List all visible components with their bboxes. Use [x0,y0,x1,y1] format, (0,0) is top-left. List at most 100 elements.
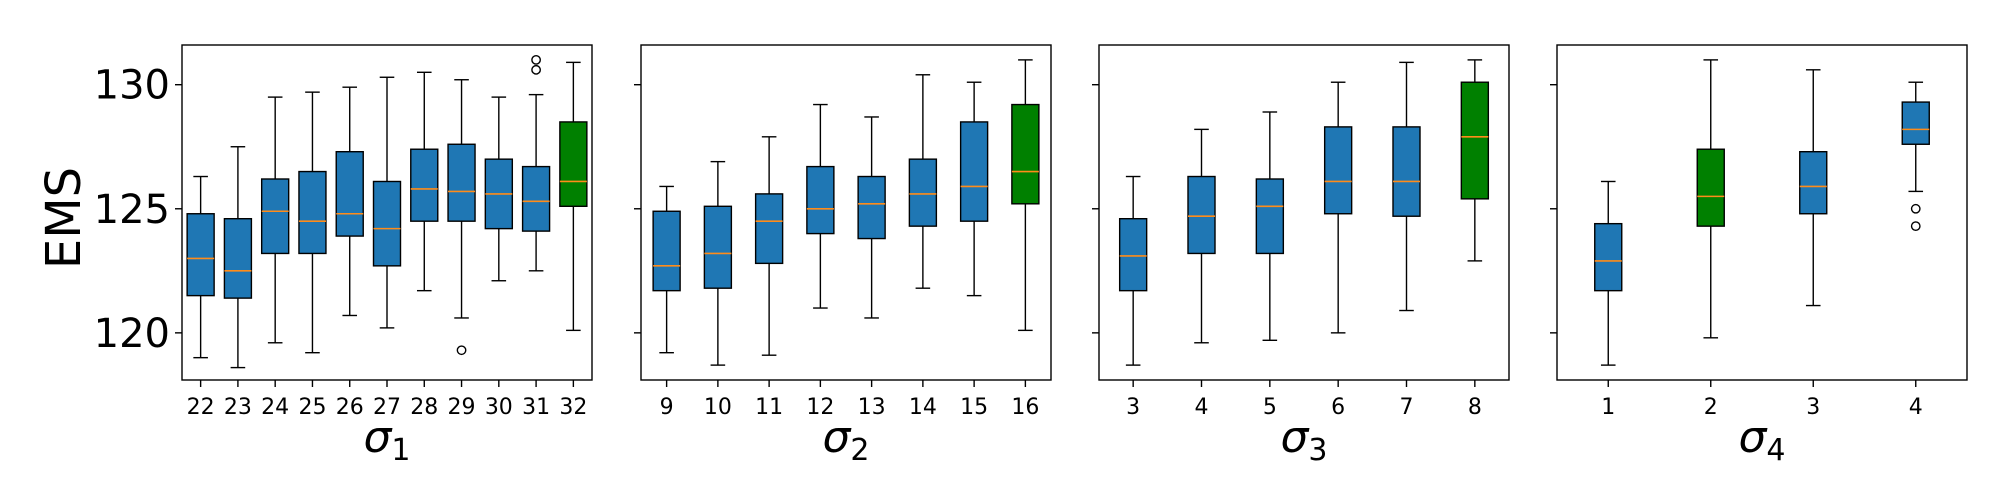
iqr-box [754,193,784,265]
x-tick-label: 4 [1909,395,1923,420]
iqr-box [1392,126,1421,217]
x-tick-label: 6 [1331,395,1345,420]
x-tick-label: 32 [559,395,587,420]
iqr-box [1187,175,1216,255]
iqr-box [703,205,733,289]
x-tick-label: 8 [1468,395,1482,420]
x-tick-label: 22 [187,395,215,420]
box-13 [857,116,886,319]
box-14 [908,74,938,289]
iqr-box [559,121,588,207]
box-7 [1392,61,1421,312]
box-22 [186,175,215,359]
iqr-box [447,143,476,222]
iqr-box [521,165,551,232]
iqr-box [959,121,989,222]
box-4 [1187,128,1216,344]
x-tick-label: 5 [1263,395,1277,420]
x-tick-label: 11 [755,395,783,420]
x-tick-label: 23 [224,395,252,420]
iqr-box [372,180,402,267]
box-2 [1696,59,1725,339]
box-3 [1799,69,1828,307]
iqr-box [223,218,253,299]
x-tick-label: 16 [1011,395,1039,420]
x-tick-label: 7 [1400,395,1414,420]
x-axis-label: σ3 [1281,412,1328,468]
x-tick-label: 15 [960,395,988,420]
y-tick-label: 125 [94,187,170,233]
x-tick-label: 30 [485,395,513,420]
x-tick-label: 29 [448,395,476,420]
iqr-box [1118,218,1148,292]
box-9 [652,185,681,354]
iqr-box [1255,178,1285,255]
x-tick-label: 3 [1806,395,1820,420]
plot-frame [181,44,593,381]
box-11 [754,136,784,356]
box-24 [260,96,290,344]
panel-2: 9 10 11 12 13 14 15 16 σ2 [634,44,1052,468]
iqr-box [1594,222,1623,292]
iqr-box [908,158,938,227]
x-tick-label: 27 [373,395,401,420]
box-16 [1011,59,1040,332]
panel-4: 1 2 3 4 σ4 [1550,44,1968,468]
iqr-box [857,175,886,240]
x-tick-label: 10 [704,395,732,420]
box-30 [484,96,514,282]
iqr-box [260,178,290,255]
x-tick-label: 4 [1195,395,1209,420]
x-tick-label: 31 [522,395,550,420]
iqr-box [186,213,215,297]
box-3 [1118,175,1148,366]
plot-frame [640,44,1052,381]
iqr-box [806,165,835,235]
iqr-box [410,148,439,222]
box-4 [1901,81,1930,232]
iqr-box [1011,103,1040,205]
iqr-box [1323,126,1353,215]
outlier-point [1910,221,1921,232]
box-8 [1460,59,1490,262]
outlier-point [531,54,541,65]
y-axis-label: EMS [36,167,92,269]
box-28 [410,71,439,292]
x-tick-label: 13 [858,395,886,420]
outlier-point [531,64,541,75]
outlier-point [1910,203,1921,214]
panel-3: 3 4 5 6 7 8 σ3 [1092,44,1510,468]
box-6 [1323,81,1353,334]
x-tick-label: 28 [410,395,438,420]
plot-frame [1098,44,1510,381]
panel-1: 120 125 130 22 23 24 25 26 27 28 29 30 31 32 σ1 [94,44,593,468]
x-axis-label: σ1 [364,412,411,468]
x-tick-label: 1 [1601,395,1615,420]
x-tick-label: 9 [660,395,674,420]
box-27 [372,76,402,329]
iqr-box [1901,101,1930,145]
iqr-box [335,151,364,237]
y-tick-label: 120 [94,311,170,357]
box-32 [559,61,588,332]
box-1 [1594,180,1623,366]
box-26 [335,86,364,317]
iqr-box [1696,148,1725,227]
outlier-point [456,345,467,356]
box-10 [703,160,733,366]
box-15 [959,81,989,297]
box-23 [223,146,253,369]
x-tick-label: 2 [1704,395,1718,420]
x-tick-label: 26 [336,395,364,420]
box-29 [447,79,476,356]
iqr-box [1799,151,1828,215]
x-axis-label: σ2 [823,412,870,468]
iqr-box [1460,81,1490,200]
box-5 [1255,111,1285,341]
x-axis-label: σ4 [1739,412,1786,468]
iqr-box [298,170,327,255]
box-25 [298,91,327,354]
plot-frame [1556,44,1968,381]
